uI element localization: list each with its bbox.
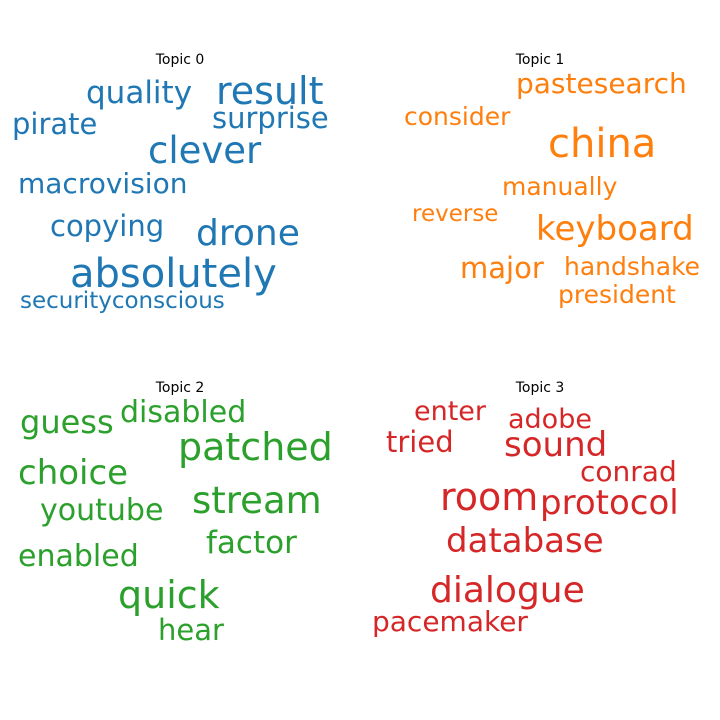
word-enter: enter xyxy=(414,396,487,427)
word-keyboard: keyboard xyxy=(536,209,694,249)
word-adobe: adobe xyxy=(508,404,592,435)
word-tried: tried xyxy=(386,425,454,459)
word-factor: factor xyxy=(206,525,297,561)
topic-2-title: Topic 2 xyxy=(155,380,205,396)
word-disabled: disabled xyxy=(120,395,247,430)
topic-1-panel: Topic 1 pastesearch consider china manua… xyxy=(360,0,720,360)
word-enabled: enabled xyxy=(18,539,139,574)
word-surprise: surprise xyxy=(212,101,329,135)
word-stream: stream xyxy=(192,479,322,522)
word-database: database xyxy=(446,521,604,561)
word-hear: hear xyxy=(158,613,224,647)
word-guess: guess xyxy=(20,403,114,441)
word-conrad: conrad xyxy=(580,455,677,488)
word-choice: choice xyxy=(18,453,129,493)
word-handshake: handshake xyxy=(564,252,701,281)
word-youtube: youtube xyxy=(40,493,164,528)
topic-2-panel: Topic 2 guess disabled patched choice st… xyxy=(0,328,360,688)
word-quality: quality xyxy=(86,75,193,111)
topic-0-panel: Topic 0 quality result pirate surprise c… xyxy=(0,0,360,360)
word-pacemaker: pacemaker xyxy=(372,605,528,638)
word-pirate: pirate xyxy=(12,107,98,141)
topic-0-title: Topic 0 xyxy=(155,52,205,68)
word-room: room xyxy=(440,475,539,519)
word-drone: drone xyxy=(196,213,300,254)
word-copying: copying xyxy=(50,209,165,243)
word-macrovision: macrovision xyxy=(18,167,188,200)
word-manually: manually xyxy=(502,172,618,201)
word-major: major xyxy=(460,251,544,285)
word-reverse: reverse xyxy=(412,201,499,227)
word-result: result xyxy=(216,69,324,113)
word-protocol: protocol xyxy=(540,483,679,523)
word-patched: patched xyxy=(178,425,333,469)
word-clever: clever xyxy=(148,129,262,172)
topic-1-title: Topic 1 xyxy=(515,52,565,68)
word-china: china xyxy=(548,121,657,167)
word-president: president xyxy=(558,280,676,309)
word-consider: consider xyxy=(404,102,511,131)
word-pastesearch: pastesearch xyxy=(516,67,687,100)
word-absolutely: absolutely xyxy=(70,251,277,297)
word-dialogue: dialogue xyxy=(430,570,585,611)
word-quick: quick xyxy=(118,573,220,617)
word-securityconscious: securityconscious xyxy=(20,288,225,314)
word-sound: sound xyxy=(504,425,608,465)
topic-3-title: Topic 3 xyxy=(515,380,565,396)
topic-3-panel: Topic 3 enter adobe tried sound conrad r… xyxy=(360,328,720,688)
